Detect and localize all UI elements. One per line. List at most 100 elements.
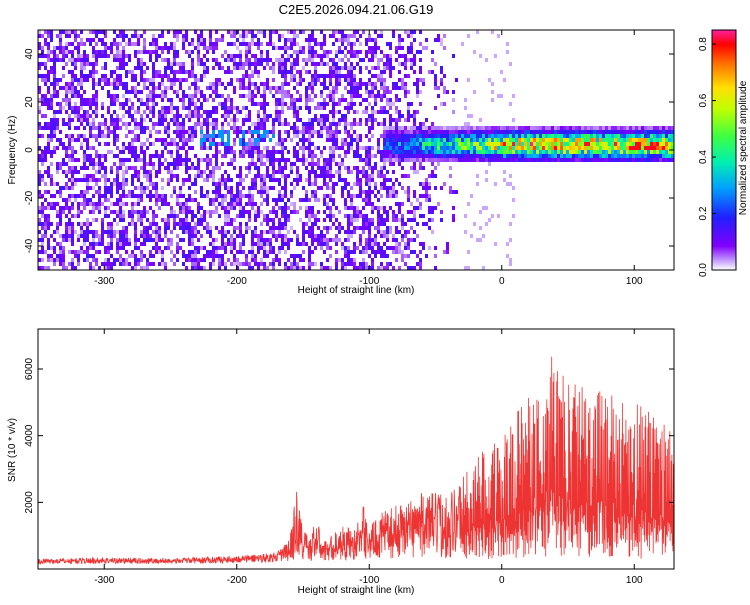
heatmap-cell bbox=[332, 110, 335, 114]
heatmap-cell bbox=[314, 66, 317, 70]
heatmap-cell bbox=[59, 110, 62, 114]
heatmap-cell bbox=[248, 170, 251, 174]
heatmap-cell bbox=[416, 90, 419, 94]
heatmap-cell bbox=[572, 142, 575, 146]
heatmap-cell bbox=[227, 134, 230, 138]
heatmap-cell bbox=[218, 266, 221, 270]
heatmap-cell bbox=[188, 118, 191, 122]
heatmap-cell bbox=[137, 58, 140, 62]
heatmap-cell bbox=[311, 78, 314, 82]
heatmap-cell bbox=[587, 158, 590, 162]
heatmap-cell bbox=[272, 262, 275, 266]
heatmap-cell bbox=[383, 206, 386, 210]
heatmap-cell bbox=[563, 134, 566, 138]
heatmap-cell bbox=[140, 194, 143, 198]
heatmap-cell bbox=[197, 206, 200, 210]
heatmap-cell bbox=[575, 150, 578, 154]
heatmap-cell bbox=[365, 158, 368, 162]
heatmap-cell bbox=[59, 42, 62, 46]
heatmap-cell bbox=[332, 186, 335, 190]
heatmap-cell bbox=[284, 66, 287, 70]
heatmap-cell bbox=[278, 206, 281, 210]
heatmap-cell bbox=[266, 170, 269, 174]
heatmap-cell bbox=[371, 106, 374, 110]
heatmap-cell bbox=[479, 158, 482, 162]
heatmap-cell bbox=[248, 62, 251, 66]
heatmap-cell bbox=[365, 266, 368, 270]
heatmap-cell bbox=[443, 90, 446, 94]
heatmap-cell bbox=[284, 222, 287, 226]
heatmap-cell bbox=[272, 198, 275, 202]
heatmap-cell bbox=[332, 62, 335, 66]
heatmap-cell bbox=[335, 142, 338, 146]
heatmap-cell bbox=[68, 250, 71, 254]
heatmap-cell bbox=[413, 194, 416, 198]
heatmap-cell bbox=[191, 210, 194, 214]
heatmap-cell bbox=[569, 150, 572, 154]
heatmap-cell bbox=[524, 130, 527, 134]
heatmap-cell bbox=[398, 210, 401, 214]
heatmap-cell bbox=[44, 98, 47, 102]
heatmap-cell bbox=[68, 186, 71, 190]
heatmap-cell bbox=[125, 230, 128, 234]
heatmap-cell bbox=[257, 170, 260, 174]
heatmap-cell bbox=[563, 146, 566, 150]
heatmap-cell bbox=[419, 102, 422, 106]
heatmap-cell bbox=[215, 38, 218, 42]
heatmap-cell bbox=[266, 50, 269, 54]
heatmap-cell bbox=[155, 70, 158, 74]
heatmap-cell bbox=[50, 66, 53, 70]
heatmap-cell bbox=[227, 58, 230, 62]
heatmap-cell bbox=[368, 94, 371, 98]
heatmap-cell bbox=[185, 170, 188, 174]
heatmap-cell bbox=[182, 138, 185, 142]
heatmap-cell bbox=[215, 78, 218, 82]
heatmap-cell bbox=[89, 134, 92, 138]
heatmap-cell bbox=[398, 110, 401, 114]
heatmap-cell bbox=[266, 190, 269, 194]
heatmap-cell bbox=[320, 106, 323, 110]
heatmap-cell bbox=[107, 82, 110, 86]
heatmap-cell bbox=[194, 82, 197, 86]
heatmap-cell bbox=[512, 94, 515, 98]
heatmap-cell bbox=[98, 154, 101, 158]
heatmap-cell bbox=[293, 62, 296, 66]
heatmap-cell bbox=[290, 166, 293, 170]
heatmap-cell bbox=[473, 150, 476, 154]
heatmap-cell bbox=[383, 134, 386, 138]
heatmap-cell bbox=[437, 126, 440, 130]
heatmap-cell bbox=[398, 38, 401, 42]
heatmap-cell bbox=[176, 114, 179, 118]
heatmap-cell bbox=[44, 62, 47, 66]
heatmap-cell bbox=[356, 54, 359, 58]
heatmap-cell bbox=[260, 246, 263, 250]
heatmap-cell bbox=[326, 130, 329, 134]
heatmap-cell bbox=[434, 254, 437, 258]
heatmap-cell bbox=[329, 90, 332, 94]
heatmap-cell bbox=[56, 170, 59, 174]
heatmap-cell bbox=[104, 50, 107, 54]
heatmap-cell bbox=[149, 94, 152, 98]
heatmap-cell bbox=[323, 86, 326, 90]
heatmap-cell bbox=[290, 210, 293, 214]
heatmap-cell bbox=[119, 246, 122, 250]
heatmap-cell bbox=[389, 230, 392, 234]
heatmap-cell bbox=[131, 194, 134, 198]
heatmap-cell bbox=[101, 78, 104, 82]
heatmap-cell bbox=[578, 158, 581, 162]
heatmap-cell bbox=[266, 62, 269, 66]
heatmap-cell bbox=[308, 266, 311, 270]
heatmap-cell bbox=[365, 182, 368, 186]
heatmap-cell bbox=[197, 210, 200, 214]
heatmap-cell bbox=[179, 218, 182, 222]
heatmap-cell bbox=[161, 194, 164, 198]
heatmap-cell bbox=[128, 238, 131, 242]
heatmap-cell bbox=[248, 82, 251, 86]
heatmap-cell bbox=[107, 242, 110, 246]
heatmap-cell bbox=[110, 246, 113, 250]
heatmap-cell bbox=[119, 182, 122, 186]
heatmap-cell bbox=[128, 214, 131, 218]
heatmap-cell bbox=[455, 158, 458, 162]
heatmap-cell bbox=[47, 34, 50, 38]
heatmap-cell bbox=[146, 238, 149, 242]
